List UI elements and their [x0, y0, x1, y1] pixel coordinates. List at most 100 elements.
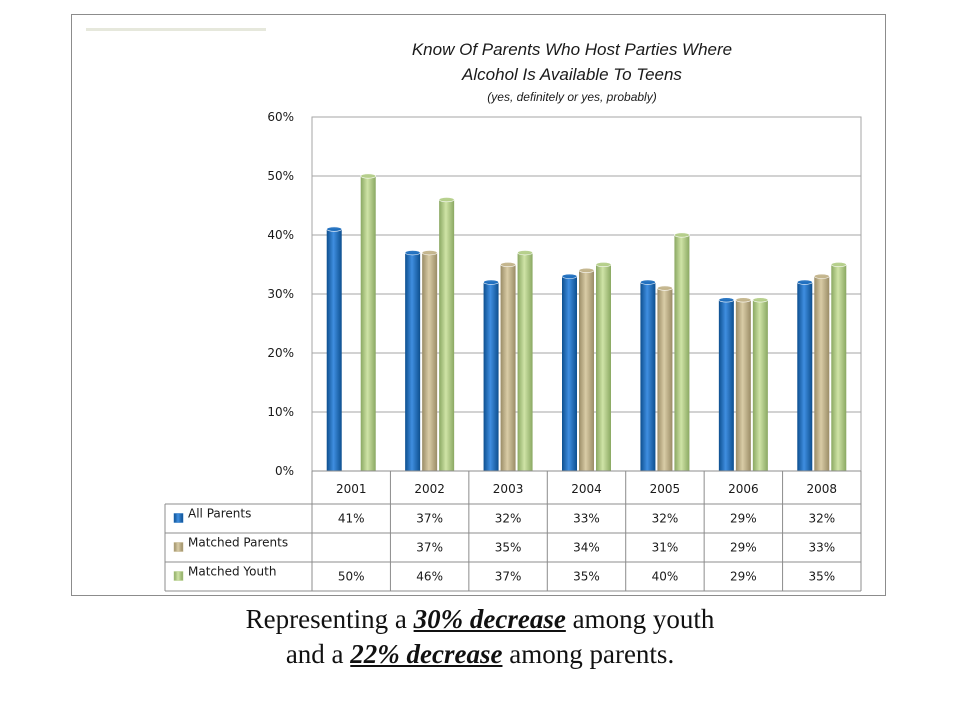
bar	[595, 261, 612, 471]
legend-swatch	[173, 571, 184, 581]
data-table: 2001 2002 2003 2004 2005 2006 2008 All Parents 4…	[164, 470, 862, 592]
bar-body	[674, 235, 690, 471]
bar-cap	[326, 226, 343, 232]
data-label: 29%	[730, 512, 757, 526]
chart-subtitle: (yes, definitely or yes, probably)	[487, 90, 656, 104]
bar	[735, 297, 752, 471]
summary-line-2: and a 22% decrease among parents.	[0, 637, 960, 672]
bar	[404, 250, 421, 471]
bar-cap	[421, 250, 438, 256]
bar-body	[831, 264, 847, 471]
bars	[326, 173, 847, 471]
bar	[674, 232, 690, 471]
bar-body	[517, 252, 533, 471]
x-tick-label: 2003	[493, 482, 524, 496]
summary-line-1-post: among youth	[565, 604, 715, 634]
data-label: 37%	[416, 541, 443, 555]
bar	[718, 297, 735, 471]
bar	[421, 250, 438, 471]
summary-line-1: Representing a 30% decrease among youth	[0, 602, 960, 637]
bar-body	[360, 176, 376, 471]
summary-line-1-pre: Representing a	[245, 604, 414, 634]
bar	[640, 279, 656, 471]
top-divider	[86, 28, 266, 31]
bar-cap	[752, 297, 769, 303]
bar-body	[422, 252, 438, 471]
bar	[517, 250, 533, 471]
data-label: 35%	[573, 570, 600, 584]
bar-cap	[578, 267, 595, 273]
y-tick-label: 0%	[275, 464, 294, 478]
legend-entry: All Parents	[188, 507, 251, 521]
bar-chart: Know Of Parents Who Host Parties Where A…	[164, 40, 862, 592]
data-label: 31%	[652, 541, 679, 555]
y-tick-label: 10%	[267, 405, 294, 419]
chart-title-line-2: Alcohol Is Available To Teens	[461, 65, 682, 84]
legend-entry: Matched Youth	[188, 565, 276, 579]
bar	[483, 279, 499, 471]
x-tick-label: 2001	[336, 482, 367, 496]
bar	[657, 285, 673, 471]
bar-cap	[360, 173, 377, 179]
data-label: 33%	[808, 541, 835, 555]
bar-cap	[830, 261, 847, 267]
data-label: 32%	[495, 512, 522, 526]
bar	[796, 279, 813, 471]
data-label: 35%	[495, 541, 522, 555]
bar-cap	[438, 197, 455, 203]
bar-body	[596, 264, 611, 471]
bar-body	[439, 199, 455, 471]
y-tick-label: 40%	[267, 228, 294, 242]
x-tick-label: 2004	[571, 482, 602, 496]
data-label: 32%	[652, 512, 679, 526]
bar-body	[752, 299, 768, 471]
bar-body	[735, 299, 751, 471]
bar	[438, 197, 455, 471]
data-label: 37%	[416, 512, 443, 526]
bar-cap	[483, 279, 499, 285]
chart-title: Know Of Parents Who Host Parties Where A…	[412, 40, 732, 104]
bar-cap	[561, 273, 578, 279]
data-label: 34%	[573, 541, 600, 555]
bar-cap	[404, 250, 421, 256]
bar	[500, 261, 516, 471]
bar-cap	[813, 273, 830, 279]
bar-body	[657, 288, 673, 471]
bar-body	[814, 276, 830, 471]
bar-body	[718, 299, 734, 471]
data-label: 29%	[730, 541, 757, 555]
summary-text: Representing a 30% decrease among youth …	[0, 602, 960, 672]
x-tick-label: 2002	[414, 482, 445, 496]
y-tick-label: 50%	[267, 169, 294, 183]
summary-line-1-emphasis: 30% decrease	[413, 604, 566, 634]
legend-swatch	[173, 542, 184, 552]
bar	[813, 273, 830, 471]
bar-cap	[796, 279, 813, 285]
summary-line-2-pre: and a	[285, 639, 351, 669]
y-axis-ticks: 0% 10% 20% 30% 40% 50% 60%	[267, 110, 294, 478]
summary-line-2-emphasis: 22% decrease	[350, 639, 503, 669]
y-tick-label: 30%	[267, 287, 294, 301]
bar-cap	[657, 285, 673, 291]
data-label: 32%	[808, 512, 835, 526]
data-label: 29%	[730, 570, 757, 584]
bar-cap	[595, 261, 612, 267]
bar-body	[326, 229, 342, 471]
chart-title-line-1: Know Of Parents Who Host Parties Where	[412, 40, 732, 59]
bar-cap	[718, 297, 735, 303]
bar-body	[579, 270, 594, 471]
x-tick-label: 2005	[650, 482, 681, 496]
bar	[561, 273, 578, 471]
bar	[752, 297, 769, 471]
bar-body	[640, 282, 656, 471]
bar	[830, 261, 847, 471]
data-label: 50%	[338, 570, 365, 584]
bar-body	[500, 264, 516, 471]
bar-body	[405, 252, 421, 471]
bar-cap	[640, 279, 656, 285]
bar	[578, 267, 595, 471]
data-label: 40%	[652, 570, 679, 584]
bar-body	[797, 282, 813, 471]
y-tick-label: 60%	[267, 110, 294, 124]
legend-entry: Matched Parents	[188, 536, 288, 550]
